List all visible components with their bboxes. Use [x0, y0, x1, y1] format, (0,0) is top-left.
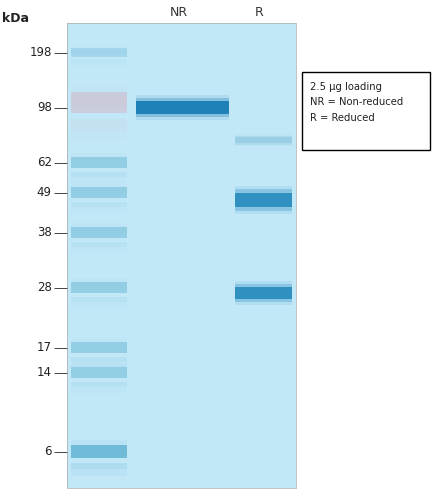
Text: kDa: kDa	[2, 12, 29, 26]
Bar	[71, 92, 127, 112]
Bar	[71, 469, 127, 476]
Text: 62: 62	[37, 156, 52, 169]
Bar	[71, 368, 127, 374]
Bar	[235, 136, 292, 144]
Bar	[71, 157, 127, 168]
Text: 198: 198	[29, 46, 52, 59]
Bar	[67, 22, 296, 487]
Bar	[235, 137, 292, 143]
Bar	[71, 172, 127, 178]
Bar	[71, 440, 127, 447]
Bar	[71, 120, 127, 130]
Text: 6: 6	[44, 445, 52, 458]
Text: R: R	[255, 6, 264, 19]
Bar	[136, 96, 229, 120]
Bar	[71, 60, 127, 64]
Bar	[235, 193, 292, 207]
Bar	[71, 357, 127, 362]
Bar	[71, 48, 127, 56]
Bar	[71, 388, 127, 393]
Bar	[71, 188, 127, 194]
Text: 17: 17	[37, 341, 52, 354]
Bar	[71, 178, 127, 183]
Bar	[235, 280, 292, 304]
Bar	[302, 72, 430, 150]
Bar	[71, 344, 127, 349]
Bar	[67, 22, 296, 487]
Bar	[71, 342, 127, 353]
Bar	[235, 134, 292, 146]
Bar	[71, 153, 127, 158]
Bar	[71, 284, 127, 289]
Bar	[71, 46, 127, 50]
Bar	[71, 297, 127, 302]
Bar	[71, 158, 127, 164]
Bar	[71, 227, 127, 238]
Bar	[235, 286, 292, 298]
Bar	[71, 302, 127, 308]
Text: NR: NR	[170, 6, 188, 19]
Bar	[71, 382, 127, 388]
Bar	[71, 96, 127, 106]
Bar	[235, 190, 292, 210]
Text: 38: 38	[37, 226, 52, 239]
Text: 14: 14	[37, 366, 52, 379]
Bar	[71, 278, 127, 283]
Bar	[71, 86, 127, 96]
Bar	[71, 447, 127, 454]
Bar	[71, 462, 127, 469]
Bar	[71, 362, 127, 368]
Bar	[71, 338, 127, 344]
Bar	[71, 223, 127, 228]
Bar	[235, 186, 292, 214]
Bar	[71, 228, 127, 234]
Bar	[71, 64, 127, 68]
Text: 49: 49	[37, 186, 52, 199]
Text: 2.5 μg loading
NR = Non-reduced
R = Reduced: 2.5 μg loading NR = Non-reduced R = Redu…	[310, 82, 403, 122]
Bar	[235, 284, 292, 302]
Bar	[71, 130, 127, 140]
Bar	[71, 183, 127, 188]
Bar	[71, 187, 127, 198]
Text: 98: 98	[37, 101, 52, 114]
Text: 28: 28	[37, 281, 52, 294]
Bar	[71, 445, 127, 458]
Bar	[71, 248, 127, 253]
Bar	[71, 363, 127, 368]
Bar	[136, 102, 229, 114]
Bar	[71, 367, 127, 378]
Bar	[71, 208, 127, 213]
Bar	[71, 282, 127, 293]
Bar	[136, 98, 229, 116]
Bar	[71, 50, 127, 54]
Bar	[71, 202, 127, 207]
Bar	[71, 242, 127, 248]
